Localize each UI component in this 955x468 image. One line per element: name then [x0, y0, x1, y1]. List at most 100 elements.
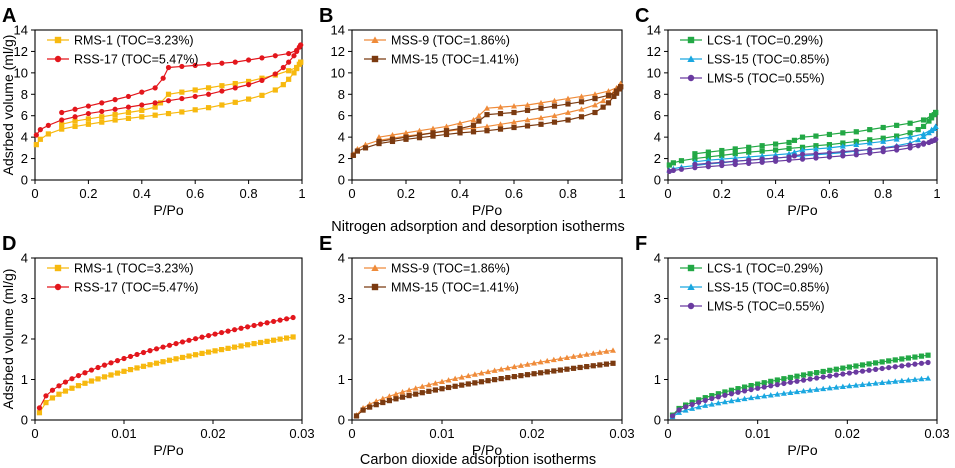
adsorption-point — [728, 391, 735, 397]
adsorption-point — [225, 345, 231, 351]
adsorption-point — [504, 364, 511, 371]
series-lcs-1 — [666, 109, 939, 168]
x-tick-label: 0 — [348, 426, 355, 441]
adsorption-point — [259, 92, 265, 98]
y-tick-label: 4 — [338, 251, 345, 266]
adsorption-line — [672, 377, 929, 418]
x-tick-label: 0.03 — [289, 426, 314, 441]
legend-marker — [54, 264, 62, 272]
adsorption-point — [814, 375, 820, 381]
adsorption-point — [715, 400, 722, 406]
adsorption-point — [853, 369, 859, 375]
desorption-point — [511, 103, 517, 109]
adsorption-point — [583, 351, 590, 357]
desorption-point — [160, 75, 166, 81]
panel-d: 0 0.01 0.02 0.03 0 1 2 3 4 P/Po Adsrbed volume (ml… — [0, 233, 315, 458]
adsorption-point — [443, 131, 450, 138]
adsorption-point — [85, 121, 91, 127]
adsorption-point — [165, 110, 172, 117]
y-tick-label: 2 — [21, 332, 28, 347]
desorption-point — [759, 143, 765, 149]
legend-marker — [54, 36, 62, 44]
desorption-point — [416, 132, 423, 138]
desorption-point — [840, 130, 846, 136]
y-tick-label: 12 — [647, 44, 661, 59]
adsorption-point — [840, 365, 846, 371]
x-tick-label: 0.6 — [505, 186, 523, 201]
adsorption-point — [550, 356, 557, 363]
desorption-point — [618, 84, 624, 90]
adsorption-point — [570, 353, 577, 359]
y-tick-label: 8 — [654, 87, 661, 102]
x-tick-label: 0.6 — [186, 186, 204, 201]
legend-entry: LMS-5 (TOC=0.55%) — [680, 300, 825, 314]
y-tick-label: 4 — [654, 251, 661, 266]
adsorption-point — [794, 373, 800, 379]
desorption-point — [894, 122, 900, 128]
desorption-point — [443, 128, 450, 134]
adsorption-point — [218, 329, 225, 336]
adsorption-point — [898, 377, 905, 384]
adsorption-point — [833, 384, 840, 390]
adsorption-point — [192, 352, 199, 358]
adsorption-point — [139, 102, 145, 108]
y-tick-label: 12 — [14, 44, 28, 59]
desorption-point — [773, 155, 779, 161]
series-rss-17 — [36, 314, 296, 411]
adsorption-point — [134, 365, 140, 371]
y-axis-label: Adsrbed volume (ml/g) — [0, 269, 16, 410]
adsorption-point — [524, 372, 531, 378]
panel-letter-c: C — [635, 5, 649, 27]
desorption-point — [476, 118, 482, 124]
desorption-point — [205, 85, 212, 91]
adsorption-point — [192, 336, 199, 342]
panel-letter-a: A — [2, 5, 16, 27]
x-tick-label: 0.4 — [767, 186, 785, 201]
adsorption-point — [412, 385, 419, 391]
adsorption-point — [425, 381, 432, 388]
adsorption-point — [37, 136, 43, 142]
adsorption-point — [95, 364, 101, 371]
legend-entry: LCS-1 (TOC=0.29%) — [680, 262, 823, 276]
adsorption-point — [605, 100, 612, 106]
desorption-point — [786, 139, 792, 146]
adsorption-point — [886, 358, 892, 364]
adsorption-point — [72, 114, 78, 120]
x-tick-label: 0.4 — [133, 186, 151, 201]
desorption-point — [157, 100, 164, 106]
desorption-point — [791, 149, 798, 155]
adsorption-point — [127, 366, 134, 373]
adsorption-point — [597, 362, 603, 368]
adsorption-point — [416, 135, 423, 141]
desorption-point — [259, 55, 265, 61]
adsorption-point — [199, 350, 205, 357]
adsorption-point — [892, 357, 898, 363]
x-tick-label: 0.2 — [79, 186, 97, 201]
adsorption-point — [280, 64, 286, 71]
adsorption-point — [925, 375, 932, 381]
x-tick-label: 0.02 — [519, 426, 544, 441]
adsorption-point — [570, 365, 577, 371]
desorption-point — [294, 47, 300, 53]
desorption-point — [165, 64, 172, 71]
adsorption-point — [603, 348, 610, 354]
adsorption-point — [669, 413, 676, 419]
adsorption-point — [741, 384, 748, 390]
adsorption-point — [840, 153, 846, 159]
adsorption-point — [153, 360, 160, 366]
adsorption-point — [578, 114, 585, 120]
adsorption-point — [166, 357, 173, 363]
desorption-point — [85, 103, 91, 109]
adsorption-point — [56, 391, 62, 397]
adsorption-point — [192, 107, 198, 113]
adsorption-point — [787, 379, 794, 385]
legend-label: LSS-15 (TOC=0.85%) — [707, 53, 829, 67]
adsorption-point — [59, 117, 65, 123]
adsorption-point — [511, 363, 518, 370]
adsorption-point — [872, 380, 879, 386]
adsorption-point — [465, 381, 471, 387]
adsorption-point — [205, 332, 212, 339]
adsorption-point — [768, 383, 774, 389]
adsorption-point — [491, 367, 498, 373]
